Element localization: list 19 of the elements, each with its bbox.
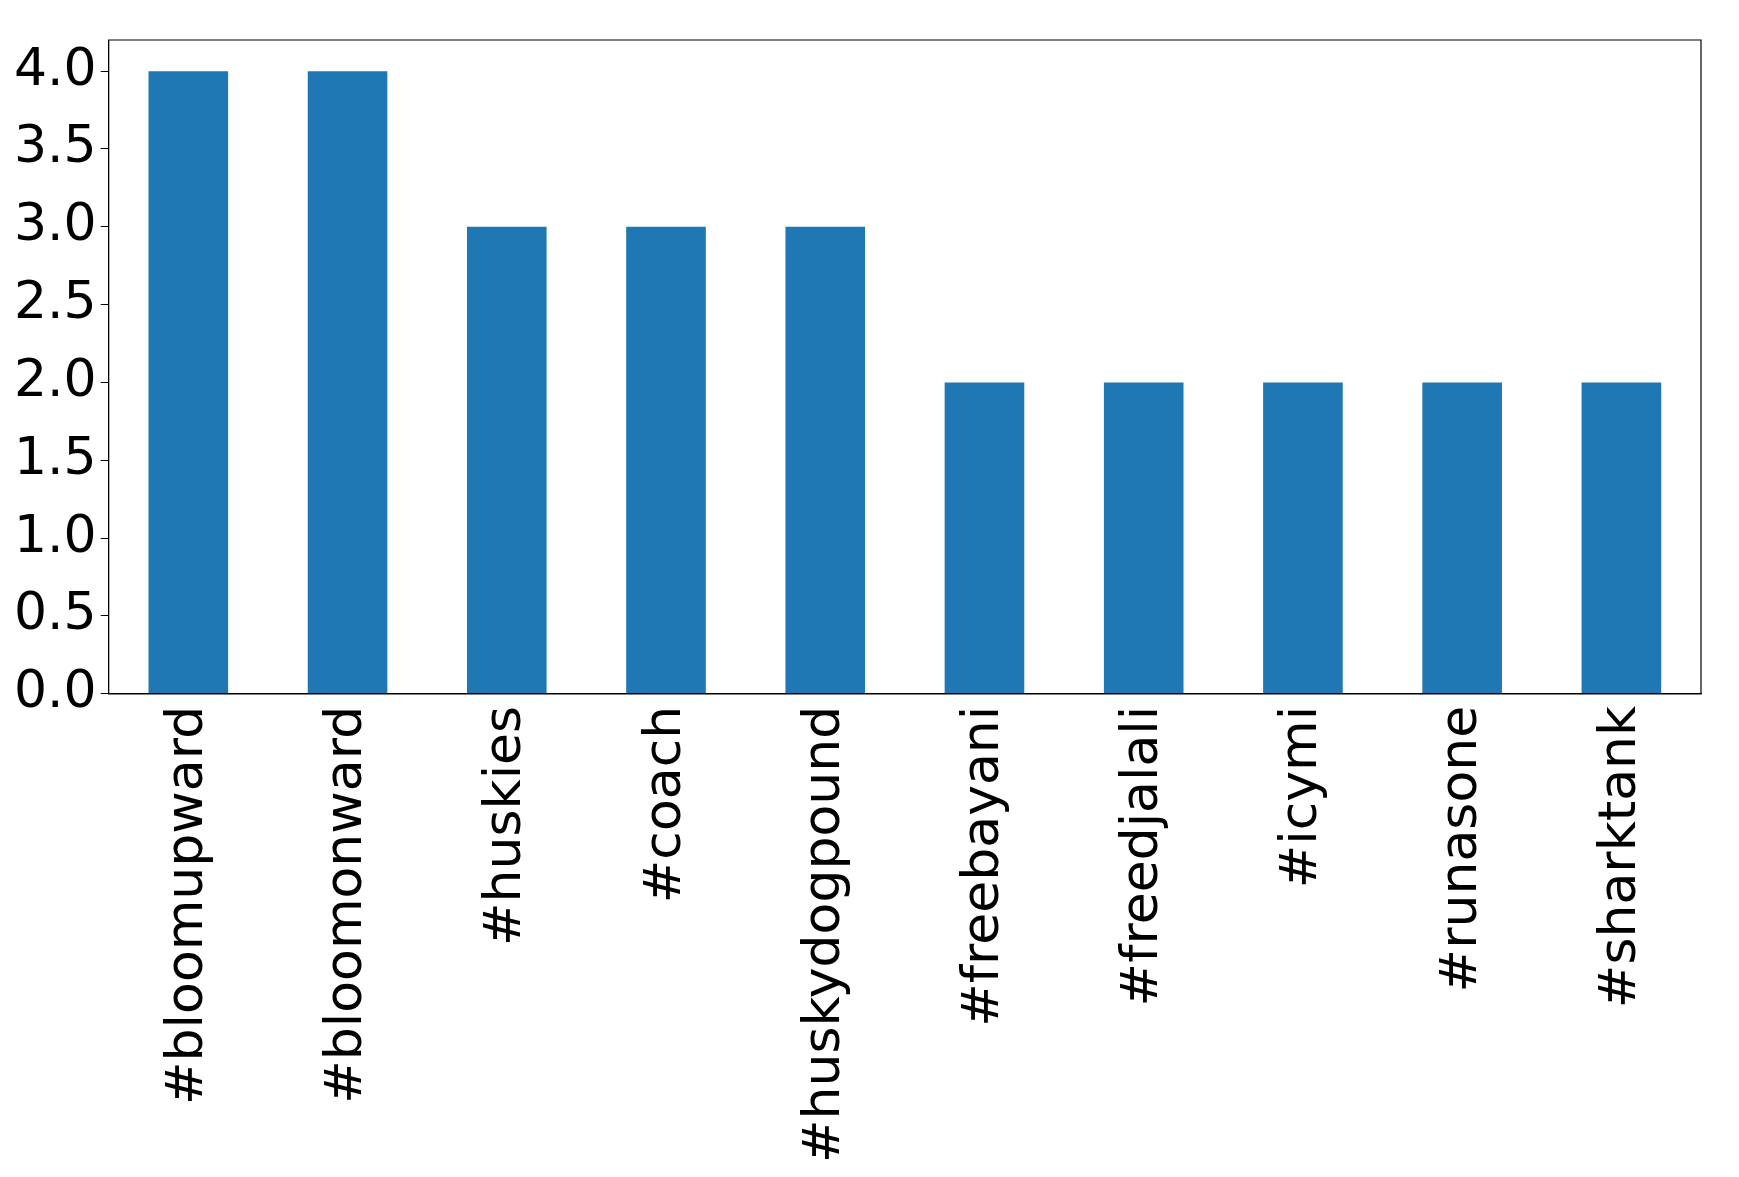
- x-tick-label: #coach: [631, 705, 692, 904]
- y-tick-label: 0.5: [13, 581, 97, 642]
- x-tick-label: #bloomonward: [313, 705, 374, 1104]
- y-tick-label: 1.0: [13, 503, 97, 564]
- y-tick-label: 3.0: [13, 192, 97, 253]
- x-tick-label: #bloomupward: [153, 705, 214, 1105]
- y-tick-label: 4.0: [13, 36, 97, 97]
- y-tick-label: 3.5: [13, 114, 97, 175]
- x-tick-label: #freedjalali: [1109, 705, 1170, 1007]
- x-tick-label: #sharktank: [1586, 705, 1647, 1009]
- x-tick-label: #icymi: [1268, 705, 1329, 889]
- y-tick-label: 0.0: [13, 659, 97, 720]
- x-tick-label: #huskies: [472, 705, 533, 947]
- y-tick-label: 2.0: [13, 347, 97, 408]
- y-tick-label: 1.5: [13, 425, 97, 486]
- y-tick-label: 2.5: [13, 270, 97, 331]
- x-tick-label: #huskydogpound: [790, 705, 851, 1163]
- x-tick-label: #runasone: [1427, 705, 1488, 993]
- x-tick-label: #freebayani: [949, 705, 1010, 1027]
